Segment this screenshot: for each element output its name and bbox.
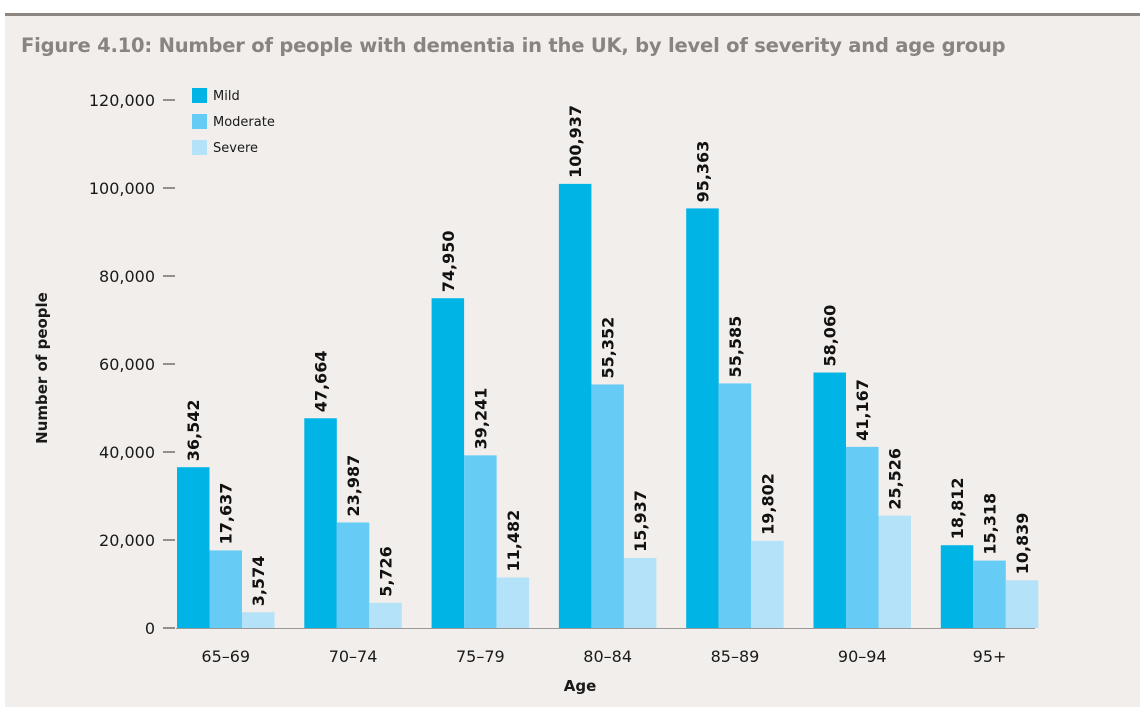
data-label: 95,363 (693, 141, 712, 203)
data-label: 23,987 (344, 455, 363, 517)
bar-severe-4 (751, 540, 784, 628)
data-label: 15,318 (981, 493, 1000, 555)
x-tick-label: 65–69 (201, 647, 250, 666)
data-label: 15,937 (631, 490, 650, 552)
data-label: 100,937 (566, 105, 585, 178)
y-tick-label: 0 (145, 619, 155, 638)
bar-moderate-5 (846, 446, 879, 628)
data-label: 36,542 (184, 399, 203, 461)
x-axis: 65–69 70–74 75–79 80–84 85–89 90–94 95+ (176, 628, 1035, 666)
bar-moderate-2 (464, 455, 497, 628)
bar-moderate-6 (973, 560, 1006, 628)
y-tick-label: 120,000 (89, 91, 155, 110)
y-axis: 0 20,000 40,000 60,000 80,000 100,000 120,000 (89, 91, 175, 638)
data-label: 5,726 (377, 546, 396, 597)
bar-mild-1 (304, 418, 337, 628)
data-label: 19,802 (758, 473, 777, 535)
y-tick-label: 20,000 (99, 531, 155, 550)
data-label: 11,482 (504, 510, 523, 572)
data-label: 55,585 (726, 316, 745, 378)
x-tick-label: 90–94 (838, 647, 887, 666)
data-label: 47,664 (312, 351, 331, 413)
bar-mild-6 (940, 545, 974, 628)
data-label: 25,526 (886, 448, 905, 510)
y-tick-label: 80,000 (99, 267, 155, 286)
legend: Mild Moderate Severe (192, 88, 275, 156)
bar-severe-5 (878, 515, 911, 628)
figure-title: Figure 4.10: Number of people with demen… (21, 34, 1006, 57)
bar-mild-3 (558, 183, 592, 628)
data-label: 10,839 (1013, 513, 1032, 575)
y-axis-title: Number of people (33, 292, 51, 444)
data-label: 41,167 (853, 379, 872, 441)
x-tick-label: 95+ (973, 647, 1007, 666)
x-tick-label: 75–79 (456, 647, 505, 666)
y-tick-label: 100,000 (89, 179, 155, 198)
x-tick-label: 80–84 (583, 647, 632, 666)
x-axis-title: Age (564, 677, 597, 695)
bar-severe-2 (496, 577, 530, 628)
data-label: 74,950 (439, 230, 458, 292)
bar-mild-5 (813, 372, 846, 628)
legend-swatch (192, 114, 207, 129)
bar-moderate-4 (718, 383, 752, 628)
data-label: 3,574 (249, 556, 268, 607)
data-label: 58,060 (821, 305, 840, 367)
y-tick-label: 60,000 (99, 355, 155, 374)
legend-label: Moderate (213, 115, 275, 130)
bar-severe-0 (242, 612, 275, 628)
bar-mild-0 (177, 467, 210, 628)
data-label: 17,637 (217, 483, 236, 545)
x-tick-label: 70–74 (329, 647, 378, 666)
y-tick-label: 40,000 (99, 443, 155, 462)
bar-mild-4 (686, 208, 719, 628)
bar-moderate-3 (591, 384, 624, 628)
x-tick-label: 85–89 (711, 647, 760, 666)
data-label: 55,352 (599, 317, 618, 379)
data-label: 18,812 (948, 477, 967, 539)
legend-swatch (192, 140, 207, 155)
legend-label: Mild (213, 89, 240, 104)
bar-severe-3 (623, 557, 657, 628)
legend-swatch (192, 88, 207, 103)
bar-severe-6 (1005, 580, 1039, 628)
bar-moderate-1 (336, 522, 370, 628)
bars: 36,542 17,637 3,574 47,664 23,987 5,726 74,950… (177, 105, 1039, 628)
bar-moderate-0 (209, 550, 242, 628)
legend-label: Severe (213, 141, 258, 156)
bar-mild-2 (431, 298, 465, 628)
data-label: 39,241 (471, 388, 490, 450)
bar-severe-1 (369, 602, 402, 628)
